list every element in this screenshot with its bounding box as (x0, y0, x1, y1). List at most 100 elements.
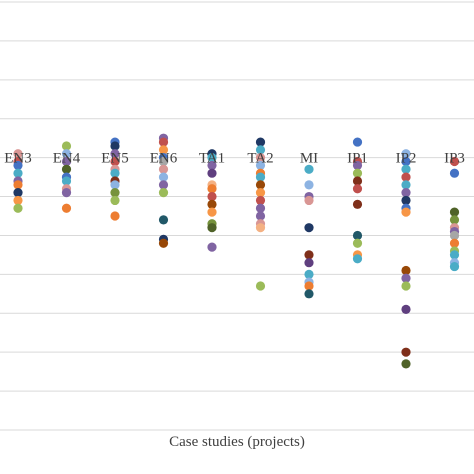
data-point (449, 250, 460, 260)
data-point (110, 195, 120, 206)
data-point (255, 195, 266, 206)
data-point (207, 207, 217, 217)
data-point (61, 141, 72, 151)
data-point (110, 188, 120, 198)
data-point (352, 168, 363, 178)
data-point (13, 149, 23, 159)
category-tick-label: EN6 (150, 151, 178, 167)
data-point (304, 281, 314, 291)
category-tick-label: IP1 (347, 151, 368, 167)
data-point (401, 281, 411, 291)
x-axis-title: Case studies (projects) (169, 434, 305, 450)
data-point (352, 184, 363, 194)
data-point (110, 168, 120, 178)
data-point (401, 359, 411, 369)
data-point (61, 149, 72, 159)
data-point (401, 273, 411, 283)
data-point (401, 265, 411, 276)
data-point (158, 156, 169, 167)
data-point (110, 156, 120, 167)
data-point (304, 195, 314, 206)
category-tick-label: EN4 (53, 151, 81, 167)
data-point (449, 207, 460, 217)
data-point (207, 242, 217, 252)
data-point (255, 180, 266, 190)
category-tick-label: TA2 (247, 151, 273, 167)
category-tick-labels: EN3 EN4 EN5 EN6 TA1 TA2 MI IP1 IP2 IP3 (4, 151, 465, 167)
data-point (401, 195, 411, 206)
data-point (61, 156, 72, 167)
data-point (207, 168, 217, 178)
data-point (449, 215, 460, 225)
data-point (255, 223, 266, 233)
category-tick-label: TA1 (199, 151, 225, 167)
data-point (449, 261, 460, 272)
data-point (401, 156, 411, 167)
data-point (352, 254, 363, 264)
data-points (13, 133, 460, 369)
data-point (207, 199, 217, 209)
data-point (449, 156, 460, 167)
data-point (255, 172, 266, 182)
data-point (449, 168, 460, 178)
data-point (304, 164, 314, 174)
data-point (110, 141, 120, 151)
data-point (61, 188, 72, 198)
data-point (352, 199, 363, 209)
data-point (401, 207, 411, 217)
data-point (304, 180, 314, 190)
category-tick-label: MI (300, 151, 318, 167)
data-point (255, 188, 266, 198)
data-point (207, 153, 217, 163)
data-point (255, 211, 266, 221)
data-point (158, 137, 169, 147)
gridlines (0, 1, 474, 431)
data-point (449, 238, 460, 248)
data-point (158, 215, 169, 225)
data-point (401, 172, 411, 182)
data-point (207, 191, 217, 202)
data-point (158, 164, 169, 174)
data-point (13, 160, 23, 171)
data-point (352, 176, 363, 186)
data-point (352, 137, 363, 147)
data-point (352, 230, 363, 241)
data-point (255, 160, 266, 171)
data-point (449, 230, 460, 241)
data-point (304, 269, 314, 279)
data-point (207, 184, 217, 194)
data-point (401, 188, 411, 198)
category-tick-label: EN3 (4, 151, 32, 167)
data-point (13, 188, 23, 198)
data-point (401, 347, 411, 357)
data-point (13, 195, 23, 206)
data-point (255, 203, 266, 213)
data-point (158, 238, 169, 248)
data-point (110, 211, 120, 221)
data-point (158, 180, 169, 190)
data-point (401, 304, 411, 314)
data-point (13, 168, 23, 178)
data-point (158, 188, 169, 198)
data-point (61, 176, 72, 186)
data-point (61, 164, 72, 174)
data-point (61, 203, 72, 213)
category-tick-label: IP2 (396, 151, 417, 167)
data-point (13, 180, 23, 190)
data-point (255, 137, 266, 147)
data-point (304, 250, 314, 260)
data-point (207, 223, 217, 233)
data-point (255, 281, 266, 291)
data-point (110, 149, 120, 159)
data-point (401, 149, 411, 159)
data-point (207, 160, 217, 171)
data-point (352, 238, 363, 248)
data-point (401, 164, 411, 174)
data-point (255, 145, 266, 155)
category-tick-label: EN5 (101, 151, 129, 167)
data-point (304, 223, 314, 233)
data-point (158, 145, 169, 155)
data-point (158, 172, 169, 182)
data-point (13, 203, 23, 213)
